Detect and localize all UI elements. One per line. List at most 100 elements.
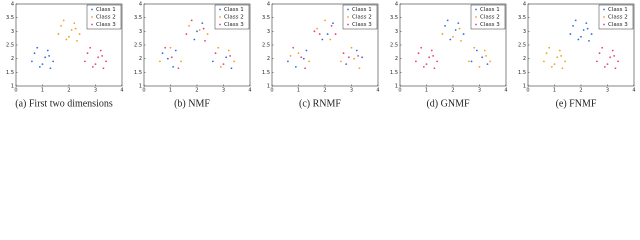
legend-marker [91,8,93,11]
point [601,46,604,49]
y-tick-label: 3.5 [390,15,398,21]
point [485,55,488,57]
x-tick-label: 4 [248,88,251,94]
point [550,65,553,68]
y-tick-label: 3 [523,29,526,35]
y-tick-label: 2.5 [134,43,142,49]
point [478,65,481,68]
legend-label: Class 3 [608,22,628,28]
point [185,33,188,35]
x-tick-label: 0 [398,88,401,94]
point [347,56,350,59]
x-tick-label: 0 [142,88,145,94]
y-tick-label: 1.5 [518,70,526,76]
point [611,49,614,52]
x-tick-label: 2 [579,88,582,94]
x-tick-label: 0 [14,88,17,94]
point [574,19,577,22]
point [358,67,361,70]
point [166,57,169,60]
point [180,60,182,63]
legend-marker [603,16,605,18]
point [475,49,478,52]
y-tick-label: 2.5 [6,43,14,49]
point [57,33,60,35]
point [355,49,358,52]
point [588,40,590,42]
point [76,40,78,42]
legend-marker [475,8,477,11]
point [436,60,438,63]
y-tick-label: 4 [11,2,14,8]
point [91,65,94,68]
point [73,22,76,25]
point [603,65,606,68]
point [304,67,307,70]
point [316,27,318,30]
caption: (d) GNMF [426,98,469,109]
point [598,52,601,55]
point [97,56,100,59]
point [428,56,431,59]
y-tick-label: 1 [267,84,270,90]
point [46,49,49,52]
point [558,49,561,52]
y-tick-label: 2.5 [390,43,398,49]
y-tick-label: 3 [11,29,14,35]
point [174,49,177,52]
point [222,63,225,66]
legend-marker [91,16,93,18]
x-tick-label: 2 [323,88,326,94]
point [74,27,77,30]
point [36,46,39,49]
x-tick-label: 3 [94,88,97,94]
x-tick-label: 2 [67,88,70,94]
y-tick-label: 3 [267,29,270,35]
point [596,60,598,63]
point [313,30,316,33]
caption: (b) NMF [174,98,210,109]
point [457,22,460,25]
point [229,55,232,57]
point [318,33,321,35]
point [483,49,486,52]
point [164,46,167,49]
y-tick-label: 1 [395,84,398,90]
point [415,60,417,63]
point [548,46,551,49]
point [342,52,345,55]
point [321,38,324,41]
x-tick-label: 3 [478,88,481,94]
y-tick-label: 2 [395,56,398,62]
y-tick-label: 3.5 [6,15,14,21]
x-tick-label: 1 [169,88,172,94]
point [60,24,62,27]
point [305,49,308,52]
point [33,52,36,55]
point [177,67,180,70]
legend-label: Class 1 [352,7,372,13]
point [52,60,54,63]
point [190,19,193,22]
legend-marker [603,23,605,26]
point [458,27,461,30]
x-tick-label: 4 [376,88,379,94]
point [462,33,465,35]
legend-marker [475,16,477,18]
point [204,40,206,42]
point [452,35,454,38]
point [420,46,423,49]
legend-marker [347,16,349,18]
point [159,60,161,63]
legend-marker [219,8,221,11]
point [606,63,609,66]
y-tick-label: 4 [395,2,398,8]
point [330,24,333,27]
legend-label: Class 1 [608,7,628,13]
point [609,56,612,59]
x-tick-label: 3 [222,88,225,94]
y-tick-label: 1 [523,84,526,90]
point [44,56,47,59]
point [105,60,107,63]
